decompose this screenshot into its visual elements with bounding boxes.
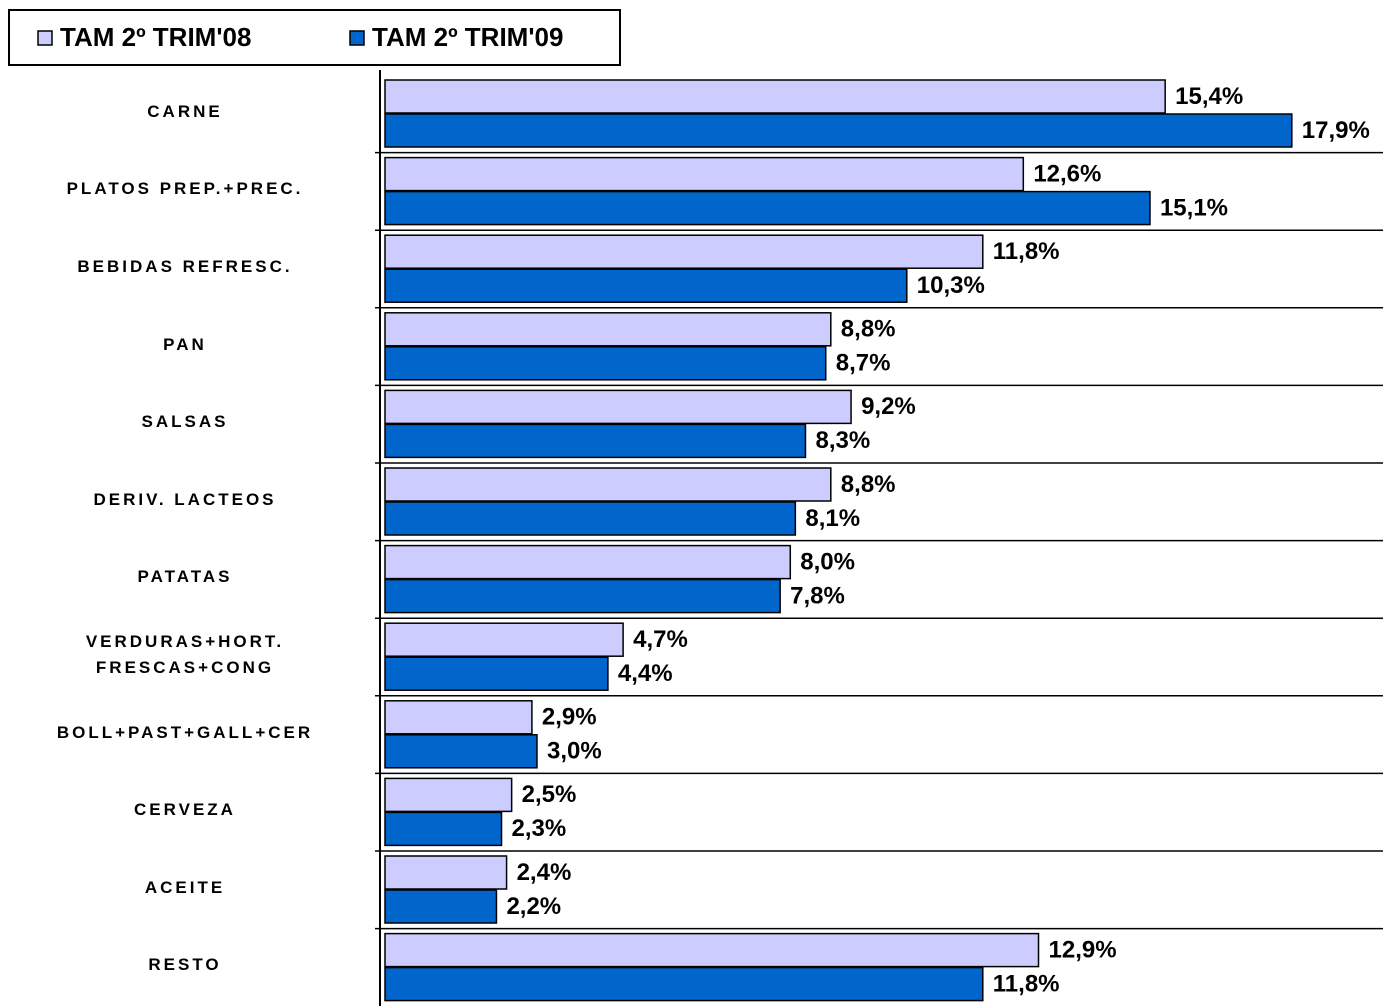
value-label: 4,4% <box>618 660 673 687</box>
bar <box>384 734 538 769</box>
value-label: 2,5% <box>522 781 577 808</box>
value-label: 8,3% <box>815 427 870 454</box>
value-label: 8,1% <box>805 505 860 532</box>
value-label: 7,8% <box>790 582 845 609</box>
bar <box>384 889 498 924</box>
category-label: PATATAS <box>137 567 233 587</box>
category-label: CARNE <box>147 101 223 121</box>
category-label: ACEITE <box>144 877 226 897</box>
value-label: 10,3% <box>917 272 985 299</box>
category-label: BOLL+PAST+GALL+CER <box>56 722 314 742</box>
bar <box>384 312 832 347</box>
bar <box>384 190 1151 226</box>
value-label: 4,7% <box>633 626 688 653</box>
legend-box <box>8 9 621 66</box>
category-label: SALSAS <box>141 412 229 432</box>
legend-swatch <box>37 30 53 46</box>
value-label: 15,4% <box>1175 83 1243 110</box>
value-label: 8,8% <box>841 471 896 498</box>
bar <box>384 346 827 381</box>
legend-swatch <box>349 30 365 46</box>
bar <box>384 855 508 890</box>
category-label: BEBIDAS REFRESC. <box>77 257 293 276</box>
value-label: 9,2% <box>861 393 916 420</box>
bar <box>384 501 797 536</box>
value-label: 12,6% <box>1033 160 1101 187</box>
value-label: 2,3% <box>512 815 567 842</box>
bar <box>384 700 533 735</box>
bar <box>384 113 1293 148</box>
bar <box>384 234 984 269</box>
value-label: 2,2% <box>506 893 561 920</box>
bar <box>384 656 609 691</box>
bar <box>384 389 852 425</box>
bar <box>384 578 781 614</box>
value-label: 8,7% <box>836 350 891 377</box>
category-label: PAN <box>163 334 207 354</box>
category-label: RESTO <box>148 955 222 975</box>
bar <box>384 156 1025 192</box>
legend-label: TAM 2º TRIM'09 <box>372 22 563 52</box>
bar <box>384 966 984 1002</box>
category-label: DERIV. LACTEOS <box>93 489 277 509</box>
value-label: 2,4% <box>517 859 572 886</box>
value-label: 17,9% <box>1302 117 1370 144</box>
bar <box>384 423 807 459</box>
bar <box>384 268 908 303</box>
value-label: 8,8% <box>841 316 896 343</box>
category-label: CERVEZA <box>134 800 236 820</box>
category-label: PLATOS PREP.+PREC. <box>66 179 304 199</box>
bar <box>384 811 503 847</box>
bar <box>384 79 1166 114</box>
value-label: 11,8% <box>993 238 1060 265</box>
bar <box>384 467 832 502</box>
value-label: 8,0% <box>800 548 855 575</box>
value-label: 2,9% <box>542 704 597 731</box>
bar <box>384 544 792 580</box>
value-label: 12,9% <box>1049 936 1117 963</box>
value-label: 3,0% <box>547 738 602 765</box>
bar <box>384 932 1040 968</box>
legend-label: TAM 2º TRIM'08 <box>60 22 251 52</box>
value-label: 15,1% <box>1160 194 1228 221</box>
category-label: VERDURAS+HORT. FRESCAS+CONG <box>85 632 285 677</box>
value-label: 11,8% <box>993 970 1060 997</box>
bar <box>384 622 624 657</box>
bar <box>384 777 513 813</box>
